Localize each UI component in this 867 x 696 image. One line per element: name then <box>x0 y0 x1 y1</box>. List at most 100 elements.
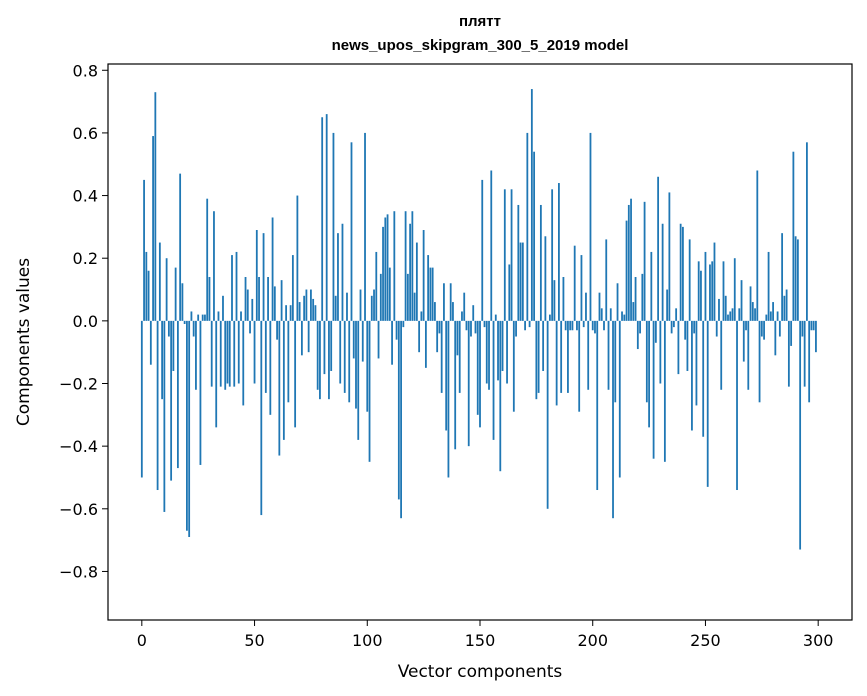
x-axis-label: Vector components <box>398 662 563 682</box>
bar <box>474 320 477 334</box>
plot-frame <box>107 63 853 621</box>
bar <box>546 320 549 509</box>
bar <box>427 255 430 321</box>
bar <box>774 320 777 356</box>
bar <box>528 320 531 328</box>
bar <box>156 320 159 491</box>
bar <box>578 320 581 412</box>
bar <box>434 302 436 321</box>
bar <box>174 267 177 321</box>
bar <box>776 311 779 321</box>
bar <box>760 320 763 337</box>
bar <box>452 302 454 321</box>
bar <box>537 320 540 393</box>
bar <box>542 320 545 371</box>
bar <box>585 292 587 321</box>
bar <box>352 320 355 359</box>
bar <box>573 245 576 321</box>
bar <box>429 267 432 321</box>
bar <box>580 255 583 321</box>
bar <box>796 239 799 321</box>
bar <box>801 320 804 337</box>
bar <box>228 320 231 387</box>
bar <box>415 242 418 321</box>
bar <box>204 314 206 321</box>
bar <box>316 320 319 390</box>
bar <box>512 320 515 412</box>
bar <box>395 320 398 340</box>
bar <box>298 302 301 321</box>
bar <box>321 117 324 321</box>
bar <box>172 320 175 371</box>
bar <box>754 308 756 321</box>
bar <box>704 251 707 321</box>
bar <box>720 320 723 390</box>
bar <box>249 320 251 334</box>
bar <box>454 320 457 450</box>
bar <box>562 277 565 321</box>
bar <box>808 320 811 403</box>
bar <box>183 320 186 324</box>
y-tick-label: 0.6 <box>73 124 98 143</box>
bar <box>237 320 240 384</box>
bar <box>634 277 637 321</box>
bar <box>715 320 718 337</box>
bar <box>733 258 736 321</box>
x-tick-label: 150 <box>465 631 496 650</box>
bar <box>686 320 689 371</box>
bar <box>688 239 691 321</box>
bar <box>697 261 700 321</box>
bar <box>711 261 714 321</box>
bar <box>339 320 342 384</box>
bar <box>533 151 536 321</box>
bar <box>594 320 596 334</box>
y-tick-label: 0.0 <box>73 312 98 331</box>
bar <box>337 233 339 321</box>
bar <box>152 136 154 321</box>
bar <box>404 211 407 321</box>
bar <box>589 132 592 321</box>
bar <box>736 320 738 491</box>
bar <box>625 220 628 321</box>
bar <box>255 230 258 321</box>
bar <box>666 289 669 321</box>
bar <box>251 298 254 321</box>
bar <box>431 267 434 321</box>
bar <box>765 314 768 321</box>
bar <box>161 320 164 400</box>
bar <box>682 226 684 321</box>
bar <box>490 170 493 321</box>
x-tick-label: 50 <box>244 631 264 650</box>
y-tick-label: 0.8 <box>73 61 98 80</box>
bar <box>591 320 594 331</box>
bar <box>654 320 657 343</box>
bar <box>375 251 378 321</box>
bar <box>639 320 641 334</box>
bar <box>418 320 421 353</box>
bar <box>618 320 621 478</box>
bar <box>294 320 297 428</box>
bar <box>530 89 533 321</box>
bar <box>287 320 290 403</box>
bar <box>181 283 184 321</box>
bar <box>555 320 558 406</box>
bar <box>391 320 393 365</box>
y-tick-label: −0.4 <box>59 437 98 456</box>
bar <box>341 223 344 321</box>
bar <box>323 320 326 375</box>
bar <box>799 320 802 550</box>
bar <box>785 289 788 321</box>
bar <box>684 320 687 340</box>
bar <box>548 314 551 321</box>
bar <box>210 320 213 387</box>
bar <box>411 211 414 321</box>
bar <box>519 242 522 321</box>
bar <box>447 320 450 478</box>
bar <box>526 132 529 321</box>
bar <box>621 311 623 321</box>
bar <box>170 320 173 481</box>
bar <box>291 255 294 321</box>
bar <box>661 223 664 321</box>
bar <box>517 204 520 321</box>
bar <box>319 320 321 400</box>
